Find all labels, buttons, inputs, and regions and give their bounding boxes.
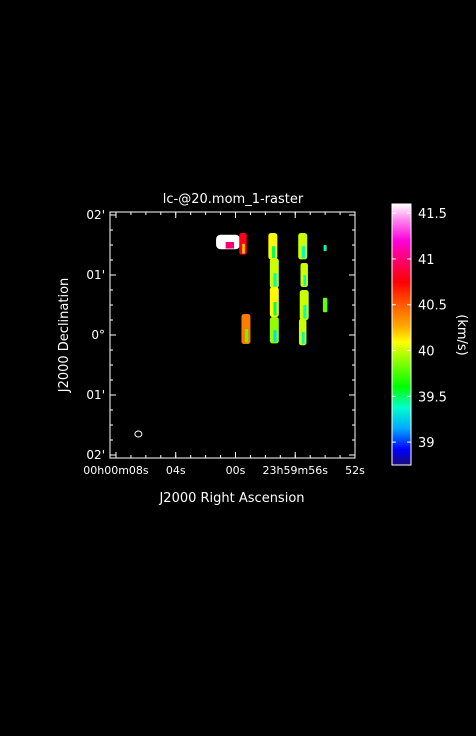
x-tick-label: 00s [226, 464, 246, 477]
y-tick-label: 01' [86, 268, 105, 282]
colorbar-tick-label: 40 [418, 345, 435, 360]
colorbar [391, 203, 412, 466]
y-axis-label: J2000 Declination [57, 278, 72, 394]
emission-blob [323, 245, 327, 251]
emission-blob-core [273, 302, 277, 316]
colorbar-tick-label: 41 [418, 253, 435, 268]
emission-blob-core [303, 275, 307, 286]
emission-blob-core [301, 246, 305, 259]
emission-blob-core [303, 305, 307, 319]
emission-blob-core [273, 273, 277, 287]
x-tick-label: 52s [345, 464, 365, 477]
x-tick-label: 23h59m56s [263, 464, 329, 477]
colorbar-ticks: 39 39.5 40 40.5 41 41.5 [392, 207, 447, 451]
y-axis-ticks: 02' 01' 0° 01' 02' [86, 208, 355, 462]
y-tick-label: 01' [86, 388, 105, 402]
y-tick-label: 02' [86, 208, 105, 222]
x-tick-label: 00h00m08s [83, 464, 149, 477]
colorbar-tick-label: 39 [418, 436, 435, 451]
colorbar-tick-label: 41.5 [418, 207, 447, 222]
x-axis-ticks: 00h00m08s 04s 00s 23h59m56s 52s [83, 212, 365, 477]
beam-ellipse [134, 430, 143, 438]
emission-blob-core [242, 243, 245, 254]
emission-blob-core [245, 329, 249, 343]
chart-title: lc-@20.mom_1-raster [163, 192, 304, 207]
emission-blob-core [271, 246, 276, 259]
emission-blob-core [225, 242, 234, 249]
y-tick-label: 0° [91, 328, 105, 342]
emission-blob [322, 297, 328, 313]
colorbar-tick-label: 40.5 [418, 299, 447, 314]
x-axis-label: J2000 Right Ascension [158, 491, 304, 506]
y-tick-label: 02' [86, 448, 105, 462]
colorbar-tick-label: 39.5 [418, 390, 447, 405]
colorbar-unit-label: (km/s) [454, 314, 469, 356]
emission-blob-core [301, 332, 305, 344]
x-tick-label: 04s [166, 464, 186, 477]
emission-blob-core [273, 330, 277, 343]
image-pixels [216, 233, 328, 346]
